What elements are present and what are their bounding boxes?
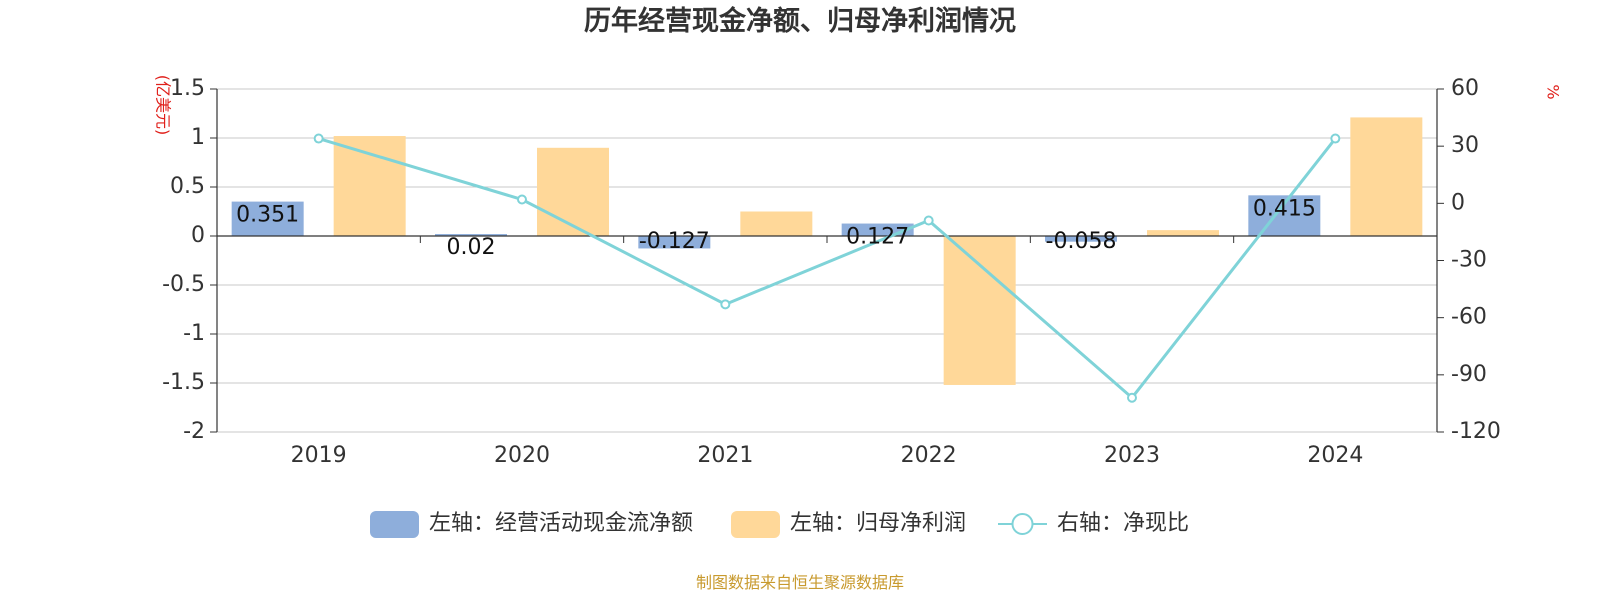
ratio-point-2019[interactable] [313,133,324,144]
ratio-line [313,133,1341,403]
legend-swatch [731,511,780,538]
right-axis-ticks: 60 30 0 -30 -60 -90 -120 [1437,76,1501,444]
left-tick-label: -1.5 [162,370,205,395]
bar-profit-2020[interactable] [537,147,609,236]
chart-title: 历年经营现金净额、归母净利润情况 [584,5,1016,37]
bar-profit-2021[interactable] [740,211,813,237]
legend-item-3[interactable]: 右轴：净现比 [998,511,1189,536]
right-tick-label: -90 [1451,362,1487,387]
bar-cashflow-2023[interactable] [1045,236,1117,242]
ratio-point-2023[interactable] [1127,392,1137,403]
left-tick-label: -2 [183,419,205,444]
ratio-point-2022[interactable] [923,215,934,226]
right-tick-label: 0 [1451,190,1465,215]
x-tick-label-2022: 2022 [901,443,957,468]
bar-profit-2024[interactable] [1350,117,1423,236]
left-tick-label: 0.5 [170,174,205,199]
x-tick-label-2019: 2019 [291,443,347,468]
bars [231,117,1423,385]
data-label-2020: 0.02 [447,235,496,260]
x-tick-label-2024: 2024 [1307,443,1363,468]
source-note: 制图数据来自恒生聚源数据库 [696,573,904,592]
x-tick-label-2023: 2023 [1104,443,1160,468]
bar-profit-2019[interactable] [333,136,406,236]
legend-label: 左轴：归母净利润 [790,511,966,536]
left-axis-unit: (亿美元) [154,75,173,136]
data-label-2019: 0.351 [236,203,299,228]
bar-cashflow-2021[interactable] [638,236,711,249]
bar-cashflow-2019[interactable] [231,201,304,236]
legend-item-2[interactable]: 左轴：归母净利润 [731,511,966,538]
legend-label: 左轴：经营活动现金流净额 [429,511,693,536]
right-tick-label: 30 [1451,133,1479,158]
bar-profit-2022[interactable] [943,236,1016,385]
left-tick-label: 1 [191,125,205,150]
legend-swatch [370,511,419,538]
data-label-2021: -0.127 [639,229,710,254]
ratio-point-2020[interactable] [517,194,527,205]
left-tick-label: 0 [191,223,205,248]
right-tick-label: -30 [1451,248,1487,273]
right-tick-label: 60 [1451,76,1479,101]
left-tick-label: 1.5 [170,76,205,101]
bar-cashflow-2020[interactable] [435,234,507,236]
ratio-point-2024[interactable] [1330,133,1341,144]
legend-label: 右轴：净现比 [1057,511,1189,536]
right-tick-label: -60 [1451,305,1487,330]
legend-swatch-marker [1011,513,1034,535]
right-axis-unit: % [1544,84,1563,99]
data-label-2023: -0.058 [1046,229,1117,254]
bar-profit-2023[interactable] [1147,230,1219,236]
left-axis-ticks: 1.5 1 0.5 0 -0.5 -1 -1.5 -2 [162,76,217,444]
x-axis-ticks: 2019 2020 2021 2022 2023 2024 [216,236,1438,468]
right-tick-label: -120 [1451,419,1501,444]
legend[interactable]: 左轴：经营活动现金流净额 左轴：归母净利润 右轴：净现比 [370,511,1189,538]
ratio-line-path [318,137,1337,400]
left-tick-label: -0.5 [162,272,205,297]
legend-item-1[interactable]: 左轴：经营活动现金流净额 [370,511,693,538]
left-tick-label: -1 [183,321,205,346]
x-tick-label-2020: 2020 [494,443,550,468]
data-labels: 0.351 0.02 -0.127 0.127 -0.058 0.415 [236,196,1316,260]
x-tick-label-2021: 2021 [697,443,753,468]
data-label-2024: 0.415 [1253,196,1316,221]
data-label-2022: 0.127 [846,225,909,250]
ratio-point-2021[interactable] [720,299,731,310]
